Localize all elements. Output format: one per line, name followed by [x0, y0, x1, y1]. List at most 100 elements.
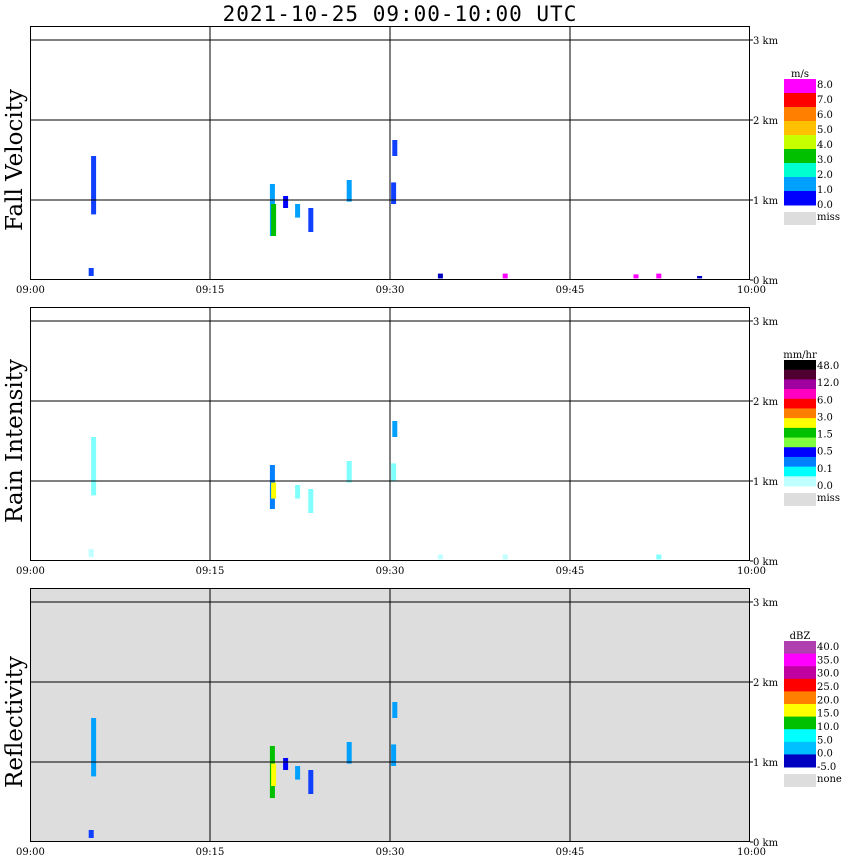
- echo-cell-8: [392, 702, 398, 718]
- colorbar-swatch-0: [784, 641, 816, 655]
- colorbar-swatch-9: [784, 447, 816, 458]
- colorbar-label: 15.0: [817, 709, 839, 720]
- colorbar-label: 5.0: [817, 735, 833, 746]
- echo-cell-2: [271, 763, 277, 786]
- x-tick-label: 09:45: [556, 566, 585, 577]
- colorbar-label: 8.0: [817, 80, 833, 91]
- echo-cell-0: [91, 437, 97, 496]
- colorbar-swatch-9: [784, 754, 816, 768]
- plot-frame: [30, 588, 750, 842]
- colorbar-swatch-3: [784, 678, 816, 692]
- colorbar-swatch-5: [784, 704, 816, 718]
- y-tick-label: 3 km: [753, 317, 779, 328]
- echo-cell-11: [656, 554, 662, 560]
- colorbar-swatch-2: [784, 666, 816, 680]
- echo-cell-11: [502, 273, 508, 279]
- x-tick-label: 09:15: [196, 566, 225, 577]
- x-tick-label: 10:00: [737, 566, 766, 577]
- echo-cell-0: [91, 718, 97, 777]
- echo-cell-0: [91, 156, 97, 215]
- chart-title: 2021-10-25 09:00-10:00 UTC: [222, 2, 578, 26]
- colorbar-label: 0.5: [817, 447, 833, 458]
- colorbar-label: 1.0: [817, 185, 833, 196]
- y-tick-label: 2 km: [753, 678, 779, 689]
- colorbar-label: 3.0: [817, 412, 833, 423]
- y-tick-label: 2 km: [753, 397, 779, 408]
- colorbar-swatch-6: [784, 418, 816, 429]
- echo-cell-6: [346, 180, 352, 202]
- colorbar-swatch-2: [784, 379, 816, 390]
- colorbar-swatch-1: [784, 93, 816, 108]
- colorbar-swatch-6: [784, 716, 816, 730]
- colorbar-swatch-4: [784, 135, 816, 150]
- colorbar-missing-swatch: [784, 493, 816, 506]
- x-tick-label: 09:30: [376, 566, 405, 577]
- y-tick-label: 2 km: [753, 116, 779, 127]
- echo-cell-2: [271, 204, 277, 236]
- colorbar-swatch-12: [784, 476, 816, 487]
- colorbar-label: 10.0: [817, 722, 839, 733]
- colorbar-missing-label: miss: [817, 212, 840, 223]
- colorbar-label: 3.0: [817, 155, 833, 166]
- colorbar-swatch-7: [784, 427, 816, 439]
- colorbar-swatch-8: [784, 437, 816, 448]
- echo-cell-6: [391, 463, 397, 481]
- echo-cell-6: [346, 742, 352, 764]
- x-tick-label: 09:15: [196, 285, 225, 296]
- y-tick-label: 0 km: [753, 557, 779, 568]
- colorbar-missing-swatch: [784, 774, 816, 787]
- colorbar-swatch-0: [784, 360, 816, 371]
- echo-cell-5: [308, 770, 314, 794]
- colorbar-swatch-8: [784, 191, 816, 206]
- colorbar-label: 6.0: [817, 395, 833, 406]
- x-tick-label: 10:00: [737, 285, 766, 296]
- colorbar-label: -5.0: [817, 762, 836, 773]
- x-tick-label: 09:15: [196, 847, 225, 858]
- echo-cell-8: [88, 549, 94, 557]
- echo-cell-7: [392, 421, 398, 437]
- echo-cell-4: [308, 489, 314, 513]
- y-tick-label: 0 km: [753, 276, 779, 287]
- colorbar-label: 20.0: [817, 695, 839, 706]
- x-tick-label: 09:00: [16, 847, 45, 858]
- x-tick-label: 09:30: [376, 847, 405, 858]
- x-tick-label: 09:45: [556, 285, 585, 296]
- echo-cell-14: [697, 276, 703, 279]
- echo-cell-9: [88, 268, 94, 276]
- echo-cell-10: [502, 554, 508, 560]
- colorbar-label: 7.0: [817, 95, 833, 106]
- y-tick-label: 3 km: [753, 598, 779, 609]
- y-tick-label: 0 km: [753, 838, 779, 849]
- colorbar-label: 5.0: [817, 125, 833, 136]
- y-tick-label: 1 km: [753, 477, 779, 488]
- x-tick-label: 09:30: [376, 285, 405, 296]
- echo-cell-3: [283, 758, 289, 770]
- colorbar-label: 0.1: [817, 464, 833, 475]
- y-tick-label: 1 km: [753, 758, 779, 769]
- plot-frame: [30, 26, 750, 280]
- x-tick-label: 09:00: [16, 285, 45, 296]
- colorbar-swatch-3: [784, 121, 816, 136]
- colorbar-missing-swatch: [784, 212, 816, 225]
- colorbar-swatch-5: [784, 149, 816, 164]
- x-tick-label: 09:00: [16, 566, 45, 577]
- plot-frame: [30, 307, 750, 561]
- echo-cell-5: [308, 208, 314, 232]
- colorbar-label: 48.0: [817, 361, 839, 372]
- colorbar-swatch-4: [784, 691, 816, 705]
- colorbar-missing-label: none: [817, 774, 842, 785]
- colorbar-label: 1.5: [817, 430, 833, 441]
- colorbar-label: 40.0: [817, 642, 839, 653]
- colorbar-label: 35.0: [817, 655, 839, 666]
- colorbar-swatch-7: [784, 177, 816, 192]
- echo-cell-3: [283, 196, 289, 208]
- echo-cell-8: [392, 140, 398, 156]
- colorbar-label: 6.0: [817, 110, 833, 121]
- colorbar-missing-label: miss: [817, 493, 840, 504]
- colorbar-label: 4.0: [817, 140, 833, 151]
- colorbar-label: 0.0: [817, 749, 833, 760]
- x-tick-label: 09:45: [556, 847, 585, 858]
- colorbar-label: 0.0: [817, 481, 833, 492]
- colorbar-label: 0.0: [817, 200, 833, 211]
